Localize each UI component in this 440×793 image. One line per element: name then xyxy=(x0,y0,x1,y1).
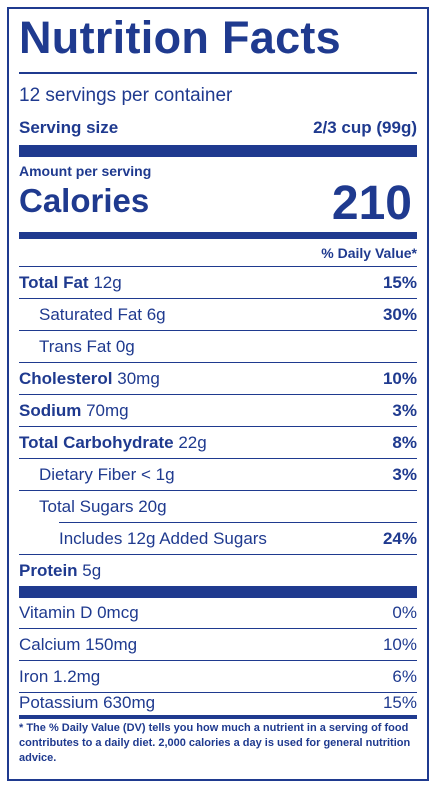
amount-per-serving-row: Amount per serving xyxy=(19,159,417,183)
separator xyxy=(19,458,417,459)
nutrient-dv: 10% xyxy=(382,368,417,388)
vitamin-name: Vitamin D 0mcg xyxy=(19,602,139,622)
title-rule xyxy=(19,72,417,74)
nutrient-row-dietary-fiber: Dietary Fiber < 1g 3% xyxy=(19,459,417,490)
vitamin-dv: 6% xyxy=(392,666,417,686)
nutrient-amount: 5g xyxy=(82,560,102,580)
vitamin-name: Calcium 150mg xyxy=(19,634,138,654)
separator xyxy=(19,394,417,395)
nutrient-amount: 70mg xyxy=(86,400,129,420)
nutrient-amount: 12g xyxy=(93,272,122,292)
separator xyxy=(19,426,417,427)
nutrient-dv: 3% xyxy=(392,464,417,484)
vitamin-row-iron: Iron 1.2mg 6% xyxy=(19,661,417,692)
amount-per-serving: Amount per serving xyxy=(19,163,152,179)
nutrient-row-total-sugars: Total Sugars 20g xyxy=(19,491,417,522)
nutrient-dv: 15% xyxy=(382,272,417,292)
nutrient-row-added-sugars: Includes 12g Added Sugars 24% xyxy=(19,523,417,554)
vitamin-dv: 10% xyxy=(382,634,417,654)
separator xyxy=(19,660,417,661)
separator xyxy=(19,692,417,693)
nutrient-name: Cholesterol xyxy=(19,368,113,388)
thick-rule-top xyxy=(19,145,417,157)
separator xyxy=(19,330,417,331)
separator xyxy=(19,490,417,491)
nutrient-name: Sodium xyxy=(19,400,82,420)
nutrient-dv: 24% xyxy=(382,528,417,548)
nutrient-name: Includes 12g Added Sugars xyxy=(59,528,267,548)
separator xyxy=(19,298,417,299)
separator xyxy=(59,522,417,523)
nutrient-name: Dietary Fiber < 1g xyxy=(39,464,175,484)
separator xyxy=(19,554,417,555)
thick-rule-vitamins xyxy=(19,586,417,598)
nutrient-row-total-carbohydrate: Total Carbohydrate 22g 8% xyxy=(19,427,417,458)
daily-value-header: % Daily Value* xyxy=(321,245,417,261)
serving-size-row: Serving size 2/3 cup (99g) xyxy=(19,113,417,143)
nutrient-name: Total Fat xyxy=(19,272,89,292)
label-title: Nutrition Facts xyxy=(19,12,342,63)
separator xyxy=(19,362,417,363)
nutrient-amount: 22g xyxy=(178,432,207,452)
nutrient-row-total-fat: Total Fat 12g 15% xyxy=(19,267,417,298)
nutrient-name: Total Sugars 20g xyxy=(39,496,167,516)
vitamin-row-calcium: Calcium 150mg 10% xyxy=(19,629,417,660)
nutrient-dv: 8% xyxy=(392,432,417,452)
vitamin-dv: 15% xyxy=(382,692,417,712)
vitamin-row-vitamin-d: Vitamin D 0mcg 0% xyxy=(19,597,417,628)
nutrient-name: Saturated Fat 6g xyxy=(39,304,166,324)
servings-row: 12 servings per container xyxy=(19,81,417,111)
nutrient-row-sodium: Sodium 70mg 3% xyxy=(19,395,417,426)
daily-value-footnote: * The % Daily Value (DV) tells you how m… xyxy=(19,722,411,764)
footnote-rule xyxy=(19,715,417,719)
nutrient-name: Protein xyxy=(19,560,78,580)
separator xyxy=(19,628,417,629)
calories-label: Calories xyxy=(19,182,150,219)
serving-size-label: Serving size xyxy=(19,118,119,137)
nutrient-dv: 3% xyxy=(392,400,417,420)
nutrient-name: Trans Fat 0g xyxy=(39,336,135,356)
nutrient-row-trans-fat: Trans Fat 0g xyxy=(19,331,417,362)
nutrient-row-cholesterol: Cholesterol 30mg 10% xyxy=(19,363,417,394)
nutrient-amount: 30mg xyxy=(117,368,160,388)
nutrient-row-protein: Protein 5g xyxy=(19,555,417,586)
calories-value: 210 xyxy=(331,177,412,230)
separator xyxy=(19,266,417,267)
servings-per-container: 12 servings per container xyxy=(19,85,233,106)
vitamin-name: Potassium 630mg xyxy=(19,692,156,712)
vitamin-row-potassium: Potassium 630mg 15% xyxy=(19,687,417,718)
nutrition-label: Nutrition Facts 12 servings per containe… xyxy=(7,7,429,781)
nutrient-dv: 30% xyxy=(382,304,417,324)
vitamin-name: Iron 1.2mg xyxy=(19,666,101,686)
calories-rule xyxy=(19,232,417,239)
vitamin-dv: 0% xyxy=(392,602,417,622)
nutrient-row-saturated-fat: Saturated Fat 6g 30% xyxy=(19,299,417,330)
daily-value-header-row: % Daily Value* xyxy=(19,240,417,266)
serving-size-value: 2/3 cup (99g) xyxy=(313,118,417,137)
nutrient-name: Total Carbohydrate xyxy=(19,432,174,452)
